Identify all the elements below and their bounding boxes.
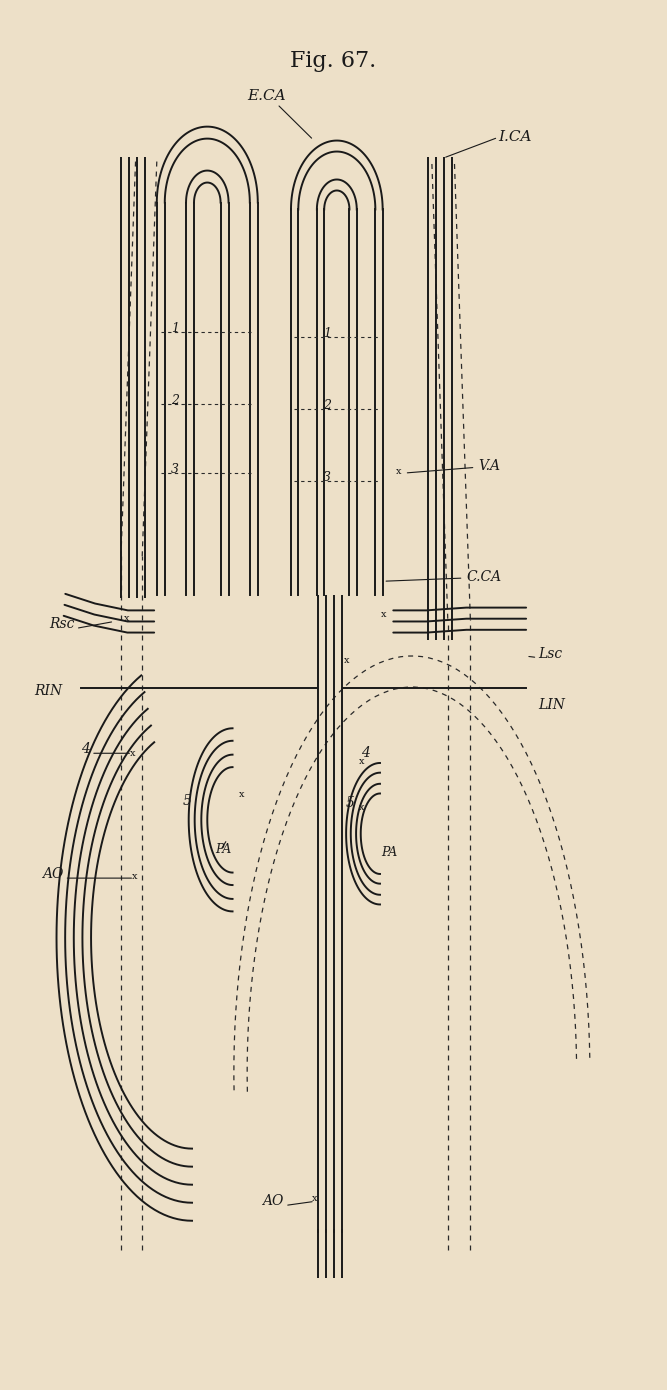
Text: Rsc: Rsc [49, 617, 75, 631]
Text: V.A: V.A [408, 459, 500, 473]
Text: 3: 3 [323, 471, 331, 484]
Text: x: x [129, 749, 135, 758]
Text: 1: 1 [171, 321, 179, 335]
Text: x: x [239, 791, 245, 799]
Text: x: x [123, 614, 129, 623]
Text: x: x [360, 803, 365, 812]
Text: LIN: LIN [538, 698, 565, 712]
Text: x: x [360, 758, 365, 766]
Text: Fig. 67.: Fig. 67. [290, 50, 377, 72]
Text: 4: 4 [81, 742, 90, 756]
Text: Lsc: Lsc [538, 646, 562, 660]
Text: PA: PA [215, 844, 231, 856]
Text: x: x [344, 656, 350, 664]
Text: PA: PA [382, 847, 398, 859]
Text: 2: 2 [323, 399, 331, 413]
Text: x: x [131, 873, 137, 881]
Text: 5: 5 [346, 796, 354, 810]
Text: 4: 4 [362, 746, 370, 760]
Text: x: x [396, 467, 402, 477]
Text: AO: AO [262, 1194, 283, 1208]
Text: 2: 2 [171, 393, 179, 407]
Text: AO: AO [42, 867, 63, 881]
Text: C.CA: C.CA [386, 570, 502, 584]
Text: x: x [312, 1194, 317, 1204]
Text: x: x [381, 610, 386, 619]
Text: 5: 5 [183, 794, 191, 808]
Text: 1: 1 [323, 327, 331, 341]
Text: RIN: RIN [35, 684, 63, 698]
Text: 3: 3 [171, 463, 179, 475]
Text: I.CA: I.CA [498, 131, 532, 145]
Text: E.CA: E.CA [247, 89, 285, 103]
